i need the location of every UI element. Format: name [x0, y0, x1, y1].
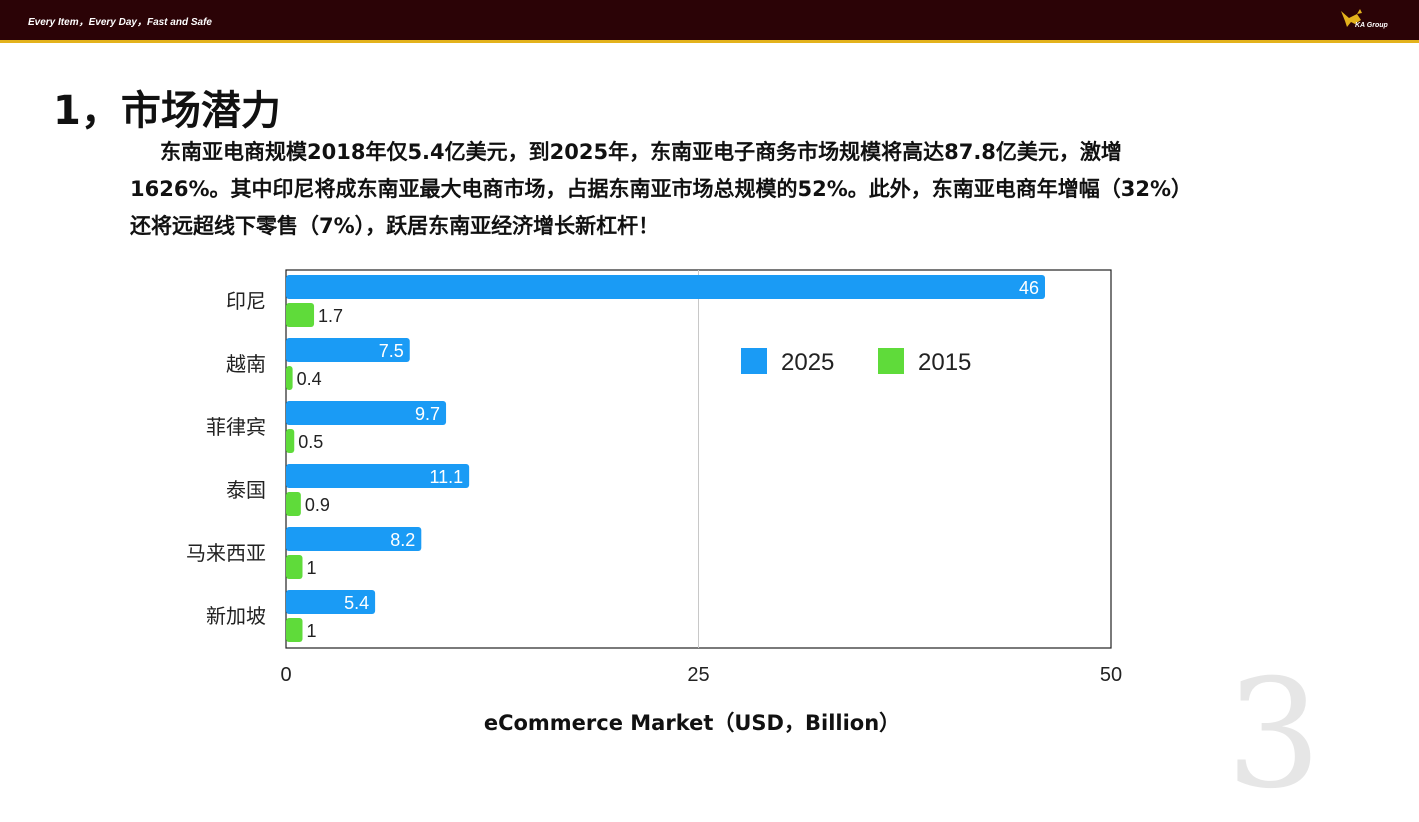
bar-label-2025: 11.1: [429, 467, 463, 487]
bar-2015: [286, 492, 301, 516]
slogan-text: Every Item，Every Day，Fast and Safe: [28, 17, 212, 28]
legend-swatch-2025: [741, 348, 767, 374]
category-label: 泰国: [226, 478, 266, 502]
slide-title: 1，市场潜力: [53, 88, 281, 134]
category-label: 印尼: [226, 289, 266, 313]
bar-2025: [286, 338, 410, 362]
bar-label-2015: 0.9: [305, 495, 330, 515]
bar-2025: [286, 401, 447, 425]
legend-swatch-2015: [878, 348, 904, 374]
bar-2025: [286, 590, 376, 614]
bar-label-2015: 1.7: [318, 306, 343, 326]
page-number-watermark: 3: [1226, 648, 1322, 822]
bar-2015: [286, 303, 315, 327]
x-tick-label: 0: [280, 664, 291, 686]
bar-2025: [286, 275, 1045, 299]
logo-text: KA Group: [1355, 22, 1388, 29]
bar-label-2015: 0.4: [297, 369, 322, 389]
x-tick-label: 25: [687, 664, 709, 686]
category-label: 越南: [226, 352, 266, 376]
bar-2015: [286, 555, 303, 579]
bar-label-2015: 1: [307, 621, 317, 641]
x-tick-label: 50: [1100, 664, 1122, 686]
legend-label-2015: 2015: [918, 349, 971, 376]
bar-label-2015: 0.5: [298, 432, 323, 452]
category-label: 菲律宾: [206, 415, 266, 439]
intro-paragraph: 东南亚电商规模2018年仅5.4亿美元，到2025年，东南亚电子商务市场规模将高…: [130, 140, 1193, 238]
x-axis-label: eCommerce Market（USD，Billion）: [484, 711, 900, 735]
kangaroo-icon: [1341, 9, 1362, 27]
bar-label-2025: 9.7: [415, 404, 440, 424]
bar-label-2025: 8.2: [390, 530, 415, 550]
ka-group-logo: KA Group: [1335, 8, 1389, 34]
bar-label-2025: 46: [1019, 278, 1039, 298]
category-label: 新加坡: [206, 604, 266, 628]
ecommerce-bar-chart: 0 25 50 eCommerce Market（USD，Billion） 印尼 46 1.…: [186, 269, 1122, 735]
category-label: 马来西亚: [186, 541, 266, 565]
bar-label-2015: 1: [307, 558, 317, 578]
bar-2025: [286, 464, 470, 488]
bar-2025: [286, 527, 422, 551]
bar-2015: [286, 366, 293, 390]
bar-2015: [286, 618, 303, 642]
legend-label-2025: 2025: [781, 349, 834, 376]
bar-2015: [286, 429, 295, 453]
bar-label-2025: 5.4: [344, 593, 369, 613]
header-bar: Every Item，Every Day，Fast and Safe KA Gr…: [0, 0, 1419, 43]
bar-label-2025: 7.5: [379, 341, 404, 361]
